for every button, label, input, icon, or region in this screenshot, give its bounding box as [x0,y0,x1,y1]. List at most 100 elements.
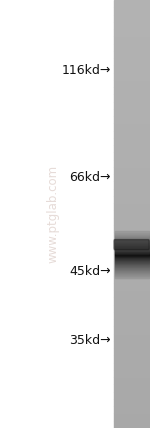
Bar [115,235,148,236]
Bar [114,239,150,247]
Bar [114,94,150,101]
Bar [115,260,148,261]
Bar [114,363,150,370]
Bar [115,262,148,263]
Bar [114,131,150,138]
Bar [115,248,148,249]
Bar [115,241,148,242]
Bar [115,234,148,235]
Bar [115,236,148,237]
Bar [114,384,150,392]
Bar [115,266,148,267]
Bar [115,276,148,277]
Bar [115,254,148,255]
Bar [114,167,150,174]
Bar [115,275,148,276]
Bar [115,272,148,273]
Bar [114,65,150,72]
Bar [114,341,150,348]
Bar [114,109,150,116]
Bar [114,160,150,167]
Bar [115,273,148,274]
Bar [114,145,150,152]
Bar [114,348,150,356]
Bar [114,399,150,406]
Bar [115,239,148,240]
Bar [114,138,150,145]
Bar [114,58,150,65]
Bar [114,247,150,254]
Bar [114,123,150,131]
Bar [115,243,148,244]
Bar [115,264,148,265]
Bar [114,174,150,181]
Bar [115,257,148,258]
Bar [114,87,150,94]
Bar [115,261,148,262]
Bar [114,290,150,297]
Text: 45kd→: 45kd→ [69,265,111,278]
Bar [114,319,150,327]
Bar [115,249,148,250]
Bar [114,334,150,341]
Bar [115,231,148,232]
Bar [114,196,150,203]
Bar [114,22,150,29]
Bar [114,36,150,44]
Bar [115,277,148,278]
Text: www.ptglab.com: www.ptglab.com [46,165,59,263]
Bar [114,327,150,334]
Bar [115,252,148,253]
Bar [114,7,150,15]
Bar [115,271,148,272]
Bar [115,269,148,270]
Bar [114,356,150,363]
Bar [115,267,148,268]
Bar [114,283,150,290]
Bar [115,255,148,256]
Bar [114,406,150,413]
Bar [115,258,148,259]
Bar [114,217,150,225]
Text: 35kd→: 35kd→ [69,334,111,347]
Bar [114,232,150,239]
Bar [114,181,150,189]
Bar [114,0,150,7]
FancyBboxPatch shape [114,240,149,250]
Bar [115,265,148,266]
Bar [115,238,148,239]
Bar [114,51,150,58]
Text: 116kd→: 116kd→ [62,64,111,77]
Bar [114,392,150,399]
Bar [114,261,150,268]
Bar [114,72,150,80]
Bar [115,246,148,247]
Bar [115,233,148,234]
Bar [114,268,150,276]
Text: 66kd→: 66kd→ [69,171,111,184]
Bar [114,421,150,428]
Bar [114,44,150,51]
Bar [115,263,148,264]
Bar [114,189,150,196]
Bar [114,312,150,319]
Bar [115,268,148,269]
Bar [114,101,150,109]
Bar [114,116,150,123]
Bar [115,274,148,275]
Bar [114,413,150,421]
Bar [115,256,148,257]
Bar [114,370,150,377]
Bar [115,253,148,254]
Bar [115,237,148,238]
Bar [115,251,148,252]
Bar [114,297,150,305]
Bar [114,15,150,22]
Bar [115,250,148,251]
Bar [115,242,148,243]
Bar [114,377,150,384]
Bar [114,80,150,87]
Bar [114,152,150,160]
Bar [115,270,148,271]
Bar [115,244,148,245]
